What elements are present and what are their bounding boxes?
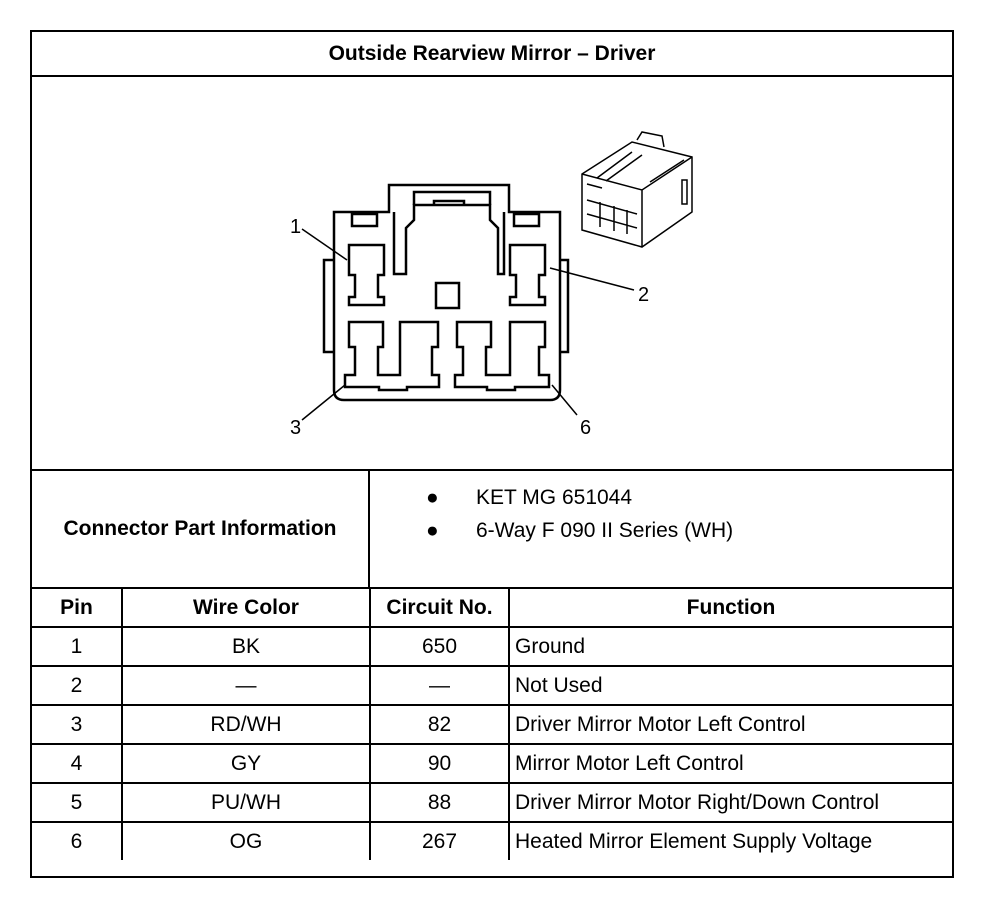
wire-color: PU/WH [121,782,371,823]
circuit-no: 650 [369,626,510,667]
callout-leaders [301,228,635,421]
connector-part-information: Connector Part Information ● KET MG 65104… [32,471,952,589]
header-function: Function [508,589,952,628]
pin: 6 [32,821,123,860]
wire-color: OG [121,821,371,860]
bullet-icon: ● [426,486,439,509]
callout-3: 3 [290,417,301,439]
header-wire-color: Wire Color [121,589,371,628]
function: Ground [508,626,952,667]
circuit-no: 88 [369,782,510,823]
wire-color: GY [121,743,371,784]
cavity-pin-1 [347,243,386,307]
connector-info-list: ● KET MG 651044 ● 6-Way F 090 II Series (W… [370,481,733,547]
wire-color: — [121,665,371,706]
circuit-no: 82 [369,704,510,745]
cavity-pin-2 [508,243,547,307]
connector-side-ribs [322,258,570,354]
circuit-no: 267 [369,821,510,860]
connector-info-label: Connector Part Information [32,471,370,587]
function: Driver Mirror Motor Left Control [508,704,952,745]
connector-body [332,183,562,402]
pin: 4 [32,743,123,784]
callout-1: 1 [290,216,301,238]
latch-detail [412,190,492,205]
connector-face-drawing: 1 2 3 6 [290,131,693,439]
pinout-table: Pin Wire Color Circuit No. Function 1 BK 6… [32,589,952,860]
wire-color: BK [121,626,371,667]
bullet-icon: ● [426,519,439,542]
table-row: 4 GY 90 Mirror Motor Left Control [32,743,952,784]
keying-slot-right [512,212,541,228]
page-title: Outside Rearview Mirror – Driver [32,32,952,77]
connector-diagram: 1 2 3 6 [32,77,952,471]
wire-color: RD/WH [121,704,371,745]
circuit-no: — [369,665,510,706]
table-row: 6 OG 267 Heated Mirror Element Supply Volta… [32,821,952,860]
function: Heated Mirror Element Supply Voltage [508,821,952,860]
header-pin: Pin [32,589,123,628]
function: Driver Mirror Motor Right/Down Control [508,782,952,823]
connector-latch [392,203,506,276]
callout-6: 6 [580,417,591,439]
connector-description: 6-Way F 090 II Series (WH) [476,519,734,542]
table-row: 2— — Not Used [32,665,952,706]
keying-slot-left [350,212,379,228]
function: Not Used [508,665,952,706]
table-row: 5 PU/WH 88 Driver Mirror Motor Right/Down C… [32,782,952,823]
table-row: 3 RD/WH 82 Driver Mirror Motor Left Control [32,704,952,745]
function: Mirror Motor Left Control [508,743,952,784]
pin: 1 [32,626,123,667]
circuit-no: 90 [369,743,510,784]
table-row: 1 BK 650 Ground [32,626,952,667]
connector-sheet: Outside Rearview Mirror – Driver 1 2 3 [30,30,954,878]
cavity-pins-5-6 [453,320,551,392]
connector-isometric-view [581,131,693,248]
pin: 5 [32,782,123,823]
connector-info-item: ● 6-Way F 090 II Series (WH) [370,514,733,547]
pin: 3 [32,704,123,745]
part-number: KET MG 651044 [476,486,633,509]
connector-info-item: ● KET MG 651044 [370,481,733,514]
cavity-pins-3-4 [343,320,441,392]
center-square [434,281,461,310]
callout-2: 2 [638,284,649,306]
pin: 2 [32,665,123,706]
table-header-row: Pin Wire Color Circuit No. Function [32,589,952,628]
header-circuit-no: Circuit No. [369,589,510,628]
